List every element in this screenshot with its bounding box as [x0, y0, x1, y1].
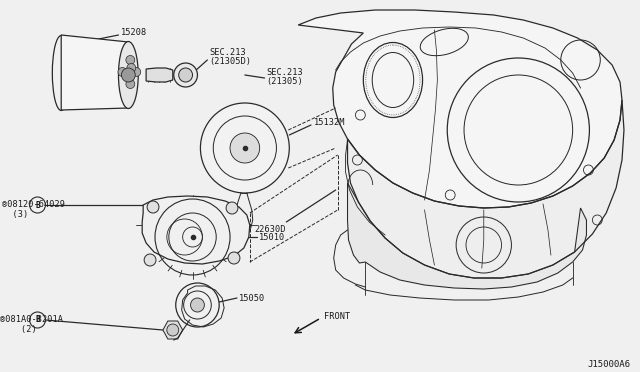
Text: ®081A0-8201A: ®081A0-8201A	[0, 315, 63, 324]
Polygon shape	[142, 196, 250, 264]
Text: J15000A6: J15000A6	[588, 360, 630, 369]
Circle shape	[167, 324, 179, 336]
Circle shape	[200, 103, 289, 193]
Text: 15010: 15010	[259, 233, 285, 242]
Circle shape	[176, 283, 219, 327]
Circle shape	[191, 298, 204, 312]
Circle shape	[126, 80, 135, 89]
Text: ®08120-64029: ®08120-64029	[2, 200, 65, 209]
Ellipse shape	[52, 35, 70, 110]
Ellipse shape	[118, 42, 138, 109]
Circle shape	[179, 68, 193, 82]
Text: 22630D: 22630D	[255, 225, 286, 234]
Circle shape	[228, 252, 240, 264]
Text: (3): (3)	[2, 210, 28, 219]
Text: FRONT: FRONT	[324, 312, 350, 321]
Text: (21305): (21305)	[267, 77, 303, 86]
Text: (21305D): (21305D)	[209, 57, 252, 66]
Circle shape	[122, 68, 135, 82]
Circle shape	[132, 67, 141, 77]
Text: SEC.213: SEC.213	[209, 48, 246, 57]
Text: SEC.213: SEC.213	[267, 68, 303, 77]
Text: 15132M: 15132M	[314, 118, 346, 127]
Polygon shape	[348, 100, 624, 278]
Circle shape	[226, 202, 238, 214]
Text: B: B	[35, 315, 40, 324]
Text: B: B	[35, 201, 40, 209]
Text: (2): (2)	[0, 325, 36, 334]
Text: 15050: 15050	[239, 294, 265, 303]
Polygon shape	[61, 35, 129, 110]
Circle shape	[147, 201, 159, 213]
Text: 15208: 15208	[120, 28, 147, 37]
Circle shape	[174, 63, 198, 87]
Circle shape	[127, 64, 136, 73]
Circle shape	[126, 55, 135, 64]
Polygon shape	[146, 68, 173, 82]
Polygon shape	[298, 10, 622, 208]
Circle shape	[118, 67, 127, 77]
Circle shape	[230, 133, 260, 163]
Circle shape	[144, 254, 156, 266]
Polygon shape	[163, 321, 182, 339]
Polygon shape	[348, 183, 586, 289]
